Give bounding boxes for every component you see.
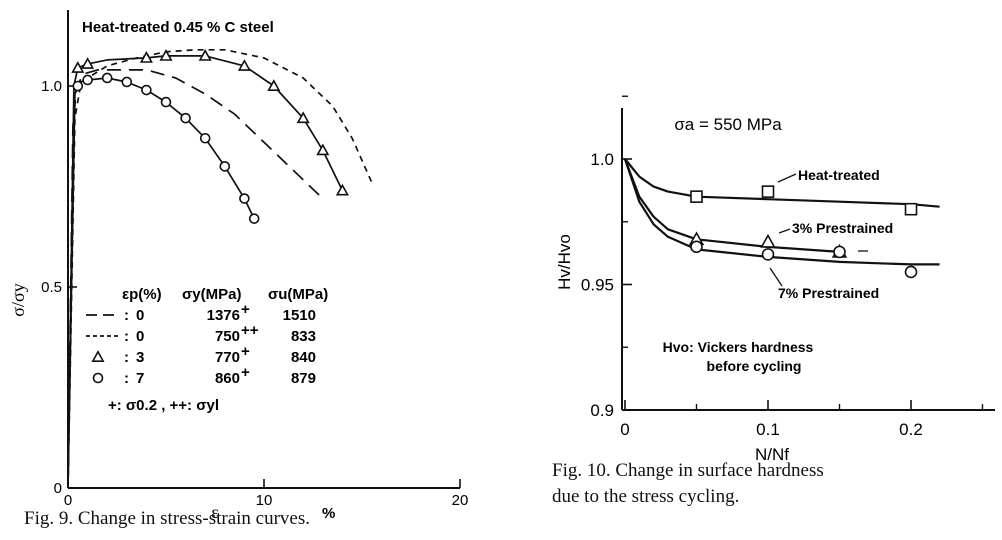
triangle-marker bbox=[237, 59, 251, 71]
triangle-marker bbox=[316, 143, 330, 156]
circle-marker bbox=[72, 80, 84, 92]
legend-sy-mark: + bbox=[241, 301, 250, 318]
triangle-marker bbox=[81, 57, 95, 69]
triangle-marker bbox=[139, 51, 153, 63]
legend-sy-value: 770 bbox=[215, 349, 240, 366]
legend-su-value: 840 bbox=[291, 349, 316, 366]
x-tick-label: 0 bbox=[64, 492, 72, 509]
legend-sy-mark: ++ bbox=[241, 322, 259, 339]
series-label-3pct: 3% Prestrained bbox=[792, 220, 893, 236]
legend-sy-value: 1376 bbox=[207, 307, 240, 324]
triangle-marker bbox=[760, 233, 776, 248]
legend-ep-value: 3 bbox=[136, 349, 144, 366]
y-axis-label: σ/σy bbox=[8, 283, 28, 316]
triangle-marker bbox=[198, 49, 212, 61]
square-marker bbox=[690, 190, 703, 203]
legend-triangle-marker bbox=[91, 350, 105, 362]
x-axis-unit: % bbox=[322, 505, 335, 522]
fig10-caption-line2: due to the stress cycling. bbox=[552, 486, 740, 507]
square-marker bbox=[761, 185, 775, 198]
legend-sy-mark: + bbox=[241, 364, 250, 381]
legend-separator: : bbox=[124, 328, 129, 345]
stress-strain-chart: 0 10 20 0 0.5 1.0 σ/σy ε % Heat-treated 0.45 % C … bbox=[8, 10, 468, 522]
x-tick-label: 20 bbox=[452, 492, 469, 509]
x-axis-label: N/Nf bbox=[755, 445, 789, 464]
annotation-line-1: Hvo: Vickers hardness bbox=[663, 339, 814, 355]
triangle-marker bbox=[71, 61, 85, 73]
x-tick-label: 0.2 bbox=[899, 420, 923, 439]
triangle-marker bbox=[296, 111, 310, 124]
legend-ep-value: 0 bbox=[136, 307, 144, 324]
fig9-caption: Fig. 9. Change in stress-strain curves. bbox=[24, 508, 311, 529]
fig10-caption-line1: Fig. 10. Change in surface hardness bbox=[552, 460, 824, 481]
circle-marker bbox=[199, 132, 211, 144]
triangle-marker bbox=[335, 183, 349, 196]
y-tick-label: 1.0 bbox=[41, 78, 62, 95]
circle-marker bbox=[121, 76, 133, 88]
series-line bbox=[67, 69, 324, 489]
circle-marker bbox=[141, 84, 152, 96]
legend-su-value: 879 bbox=[291, 370, 316, 387]
y-axis-label: Hv/Hvo bbox=[555, 234, 574, 290]
label-leader bbox=[769, 267, 783, 287]
circle-marker bbox=[761, 248, 775, 261]
circle-marker bbox=[239, 193, 250, 204]
circle-marker bbox=[160, 96, 172, 108]
chart-title: Heat-treated 0.45 % C steel bbox=[82, 19, 274, 36]
circle-marker bbox=[248, 213, 260, 224]
y-tick-label: 0.9 bbox=[590, 401, 614, 420]
x-tick-label: 0.1 bbox=[756, 420, 780, 439]
y-tick-label: 0 bbox=[54, 480, 62, 497]
label-leader bbox=[778, 228, 791, 234]
legend-separator: : bbox=[124, 370, 129, 387]
x-tick-label: 0 bbox=[620, 420, 629, 439]
circle-marker bbox=[690, 240, 703, 254]
legend-footnote: +: σ0.2 , ++: σyl bbox=[108, 397, 219, 414]
legend-separator: : bbox=[124, 349, 129, 366]
legend-circle-marker bbox=[92, 372, 104, 384]
circle-marker bbox=[180, 112, 191, 124]
legend-header-su: σu(MPa) bbox=[268, 286, 328, 303]
chart-title: σa = 550 MPa bbox=[674, 115, 782, 134]
triangle-marker bbox=[159, 49, 173, 61]
series-line bbox=[67, 77, 255, 489]
square-marker bbox=[904, 202, 918, 216]
legend-su-value: 833 bbox=[291, 328, 316, 345]
y-tick-label: 0.95 bbox=[581, 276, 614, 295]
circle-marker bbox=[219, 161, 231, 172]
legend-su-value: 1510 bbox=[283, 307, 316, 324]
label-leader bbox=[777, 173, 797, 183]
series-line bbox=[67, 48, 373, 489]
series-label-heat-treated: Heat-treated bbox=[798, 167, 880, 183]
legend-sy-value: 750 bbox=[215, 328, 240, 345]
legend-ep-value: 0 bbox=[136, 328, 144, 345]
annotation-line-2: before cycling bbox=[707, 358, 802, 374]
series-line bbox=[624, 158, 940, 208]
legend-header-ep: εp(%) bbox=[122, 286, 162, 303]
circle-marker bbox=[101, 72, 113, 84]
y-tick-label: 1.0 bbox=[590, 150, 614, 169]
hardness-chart: 0 0.1 0.2 0.9 0.95 1.0 Hv/Hvo N/Nf σa = 550 MPa H… bbox=[555, 95, 995, 464]
series-label-7pct: 7% Prestrained bbox=[778, 285, 879, 301]
x-axis-label: ε bbox=[211, 502, 219, 522]
legend-sy-value: 860 bbox=[215, 370, 240, 387]
circle-marker bbox=[833, 245, 846, 259]
y-tick-label: 0.5 bbox=[41, 279, 62, 296]
triangle-marker bbox=[267, 79, 281, 91]
x-tick-label: 10 bbox=[256, 492, 273, 509]
legend-ep-value: 7 bbox=[136, 370, 144, 387]
legend-header-sy: σy(MPa) bbox=[182, 286, 241, 303]
circle-marker bbox=[904, 265, 918, 279]
legend-sy-mark: + bbox=[241, 343, 250, 360]
circle-marker bbox=[82, 74, 93, 86]
legend-separator: : bbox=[124, 307, 129, 324]
